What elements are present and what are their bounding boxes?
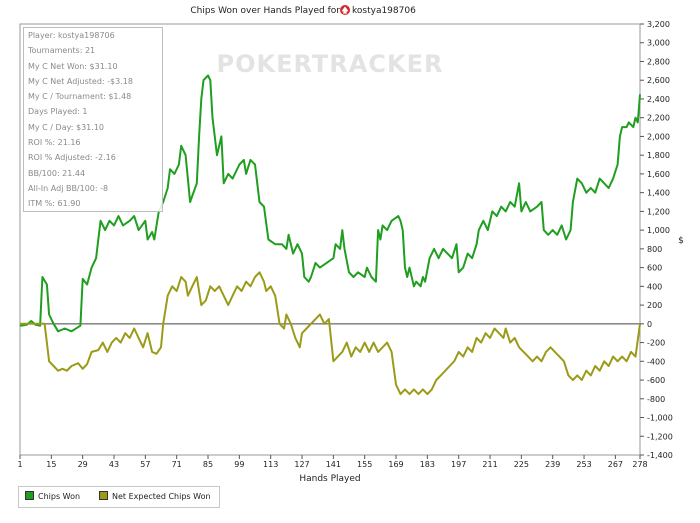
x-tick-label: 155 (357, 460, 372, 469)
stat-roi-adjusted: ROI % Adjusted: -2.16 (28, 153, 116, 163)
x-tick-label: 15 (46, 460, 56, 469)
y-tick-label: -1,200 (647, 432, 673, 441)
y-tick-label: 0 (647, 320, 652, 329)
x-tick-label: 267 (608, 460, 623, 469)
stat-tournaments: Tournaments: 21 (28, 46, 96, 56)
y-tick-label: 3,200 (647, 20, 670, 29)
plot-frame (19, 23, 641, 456)
x-tick-label: 127 (294, 460, 309, 469)
legend-swatch-net-expected (99, 491, 108, 500)
x-tick-label: 141 (326, 460, 341, 469)
x-tick-label: 211 (482, 460, 497, 469)
y-tick-label: -200 (647, 339, 665, 348)
x-axis: 1 15 29 43 57 71 85 99 113 127 141 155 169 183 197 211 2… (17, 455, 648, 469)
chart-title: Chips Won over Hands Played for (190, 6, 340, 16)
y-tick-label: 1,400 (647, 189, 670, 198)
y-axis: 3,200 3,000 2,800 2,600 2,400 2,200 2,000 1,800… (640, 20, 673, 460)
y-tick-label: 200 (647, 301, 662, 310)
watermark: POKERTRACKER (217, 50, 444, 78)
y-tick-label: 2,200 (647, 114, 670, 123)
y-tick-label: 1,800 (647, 151, 670, 160)
x-tick-label: 253 (576, 460, 591, 469)
stat-net-won: My C Net Won: $31.10 (28, 61, 118, 71)
y-tick-label: -1,400 (647, 451, 673, 460)
x-tick-label: 239 (545, 460, 560, 469)
legend-item-net-expected[interactable]: Net Expected Chips Won (99, 491, 211, 501)
y-tick-label: 800 (647, 245, 662, 254)
stat-player: Player: kostya198706 (28, 31, 115, 40)
y-tick-label: 2,000 (647, 132, 670, 141)
y-tick-label: 1,000 (647, 226, 670, 235)
x-tick-label: 183 (420, 460, 435, 469)
x-tick-label: 57 (140, 460, 150, 469)
y-tick-label: -1,000 (647, 414, 673, 423)
y-tick-label: -800 (647, 395, 665, 404)
player-name: kostya198706 (352, 6, 416, 16)
legend-label-net-expected: Net Expected Chips Won (112, 492, 211, 501)
legend: Chips Won Net Expected Chips Won (18, 486, 220, 508)
stat-roi: ROI %: 21.16 (28, 138, 81, 148)
y-tick-label: 400 (647, 282, 662, 291)
y-tick-label: 2,600 (647, 76, 670, 85)
stats-panel: Player: kostya198706 Tournaments: 21 My … (23, 27, 163, 212)
stat-allin-bb100: All-In Adj BB/100: -8 (28, 183, 109, 193)
legend-swatch-chips-won (25, 491, 34, 500)
x-tick-label: 169 (388, 460, 403, 469)
x-tick-label: 278 (632, 460, 647, 469)
x-tick-label: 113 (263, 460, 278, 469)
stat-itm: ITM %: 61.90 (28, 199, 81, 209)
legend-label-chips-won: Chips Won (38, 492, 81, 501)
spade-logo-icon (340, 5, 350, 15)
stat-per-day: My C / Day: $31.10 (28, 122, 104, 132)
plot-area (19, 23, 641, 456)
y-tick-label: 2,800 (647, 57, 670, 66)
x-tick-label: 71 (172, 460, 182, 469)
series-line-chips-won (19, 74, 641, 333)
x-tick-label: 1 (17, 460, 22, 469)
y-tick-label: 1,200 (647, 207, 670, 216)
stat-days-played: Days Played: 1 (28, 107, 88, 117)
x-tick-label: 99 (234, 460, 244, 469)
x-tick-label: 225 (514, 460, 529, 469)
y-tick-label: 1,600 (647, 170, 670, 179)
series-line-net-expected (20, 271, 641, 396)
y-tick-label: 2,400 (647, 95, 670, 104)
y-tick-label: -400 (647, 357, 665, 366)
x-tick-label: 43 (109, 460, 119, 469)
x-tick-label: 85 (203, 460, 213, 469)
y-axis-label: $ (678, 236, 684, 246)
x-tick-label: 197 (451, 460, 466, 469)
stat-per-tournament: My C / Tournament: $1.48 (28, 92, 132, 102)
stat-bb100: BB/100: 21.44 (28, 168, 86, 178)
x-axis-label: Hands Played (299, 474, 360, 484)
y-tick-label: 600 (647, 264, 662, 273)
x-tick-label: 29 (78, 460, 88, 469)
stat-net-adjusted: My C Net Adjusted: -$3.18 (28, 76, 133, 86)
y-tick-label: -600 (647, 376, 665, 385)
legend-item-chips-won[interactable]: Chips Won (25, 491, 80, 501)
y-tick-label: 3,000 (647, 39, 670, 48)
